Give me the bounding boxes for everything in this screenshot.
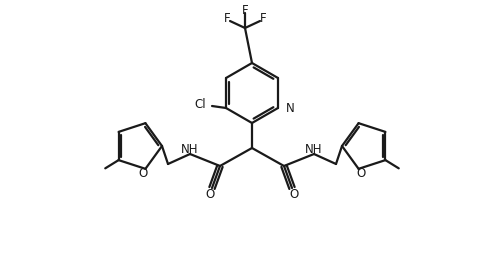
Text: F: F bbox=[242, 4, 248, 16]
Text: O: O bbox=[205, 187, 215, 200]
Text: NH: NH bbox=[181, 143, 199, 155]
Text: F: F bbox=[260, 11, 266, 24]
Text: O: O bbox=[139, 167, 148, 180]
Text: Cl: Cl bbox=[195, 98, 206, 110]
Text: O: O bbox=[290, 187, 298, 200]
Text: F: F bbox=[224, 11, 230, 24]
Text: N: N bbox=[286, 101, 294, 115]
Text: NH: NH bbox=[305, 143, 323, 155]
Text: O: O bbox=[356, 167, 365, 180]
